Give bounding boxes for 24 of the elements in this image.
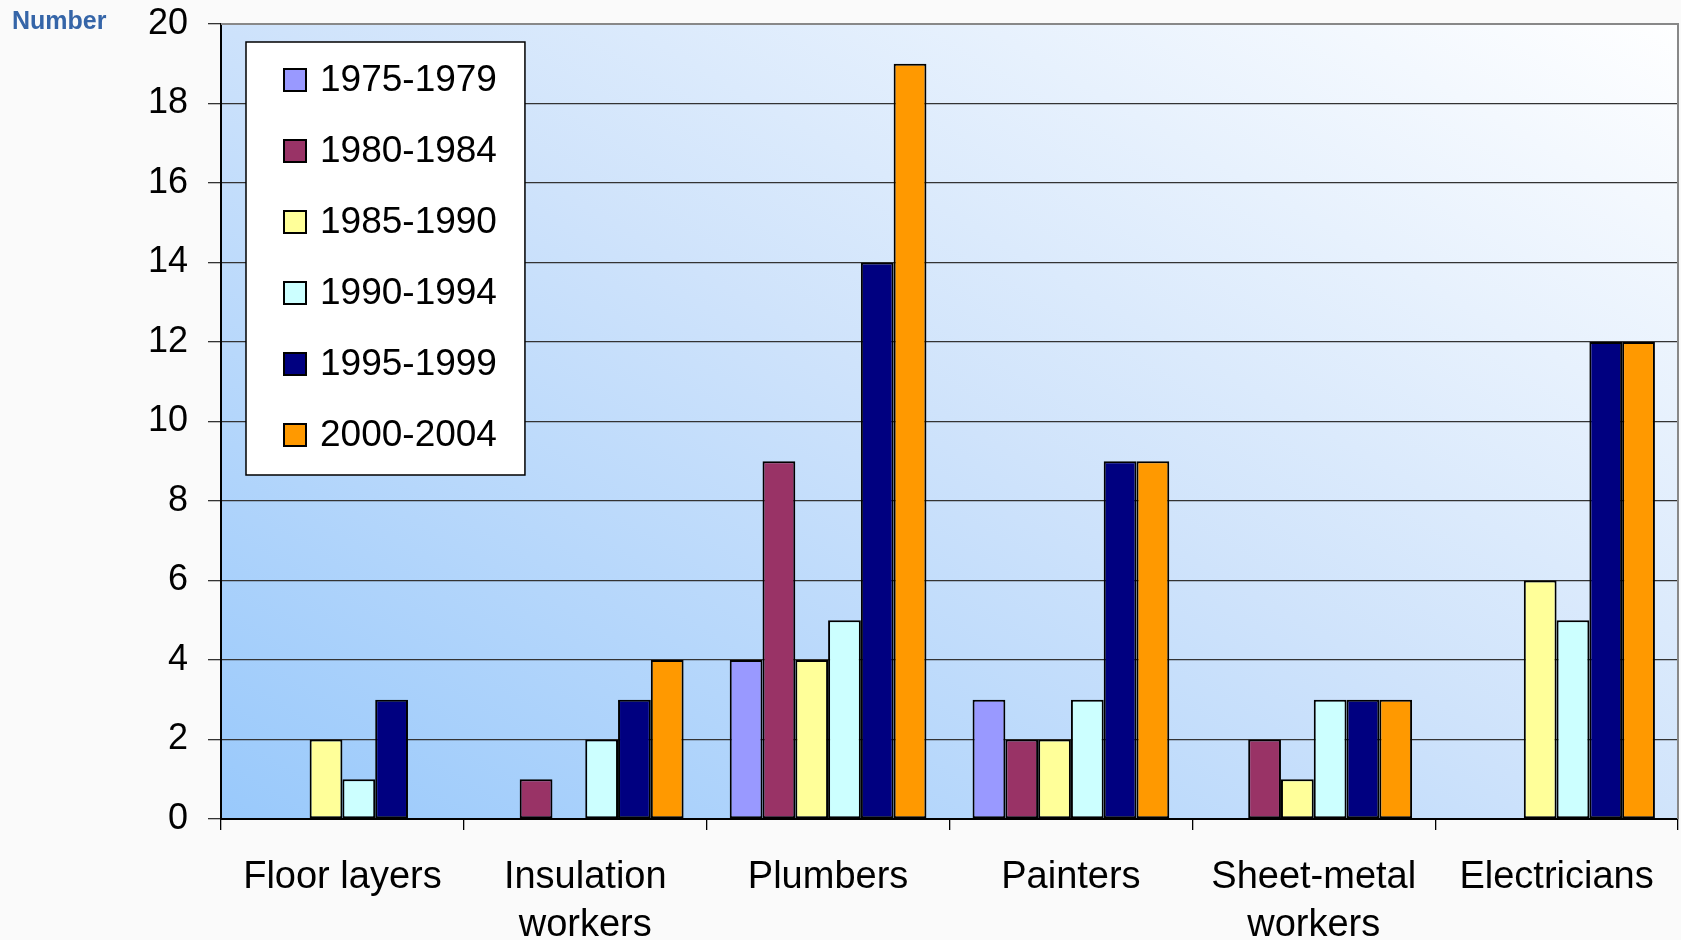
y-axis-title: Number xyxy=(12,5,107,34)
legend-label: 1975-1979 xyxy=(320,58,497,100)
x-tick-label: Insulation workers xyxy=(503,854,667,940)
x-tick-label: Plumbers xyxy=(747,854,909,897)
legend-label: 1990-1994 xyxy=(320,271,497,313)
y-tick-label: 2 xyxy=(167,716,188,758)
x-tick-label: Sheet-metal workers xyxy=(1211,854,1417,940)
legend-label: 1980-1984 xyxy=(320,129,497,171)
legend-label: 2000-2004 xyxy=(320,413,497,455)
y-tick-label: 8 xyxy=(167,477,188,519)
y-tick-label: 14 xyxy=(147,239,188,281)
y-tick-label: 6 xyxy=(167,557,188,599)
x-tick-label: Floor layers xyxy=(243,854,442,897)
x-tick-label: Painters xyxy=(1001,854,1141,897)
legend-label: 1985-1990 xyxy=(320,200,497,242)
y-tick-label: 16 xyxy=(147,159,188,201)
y-tick-label: 4 xyxy=(167,636,188,678)
y-tick-label: 12 xyxy=(147,318,188,360)
y-tick-label: 10 xyxy=(147,398,188,440)
y-tick-label: 18 xyxy=(147,80,188,122)
x-tick-label: Electricians xyxy=(1459,854,1654,897)
y-tick-label: 0 xyxy=(167,795,188,837)
legend-label: 1995-1999 xyxy=(320,342,497,384)
y-tick-label: 20 xyxy=(147,0,188,42)
